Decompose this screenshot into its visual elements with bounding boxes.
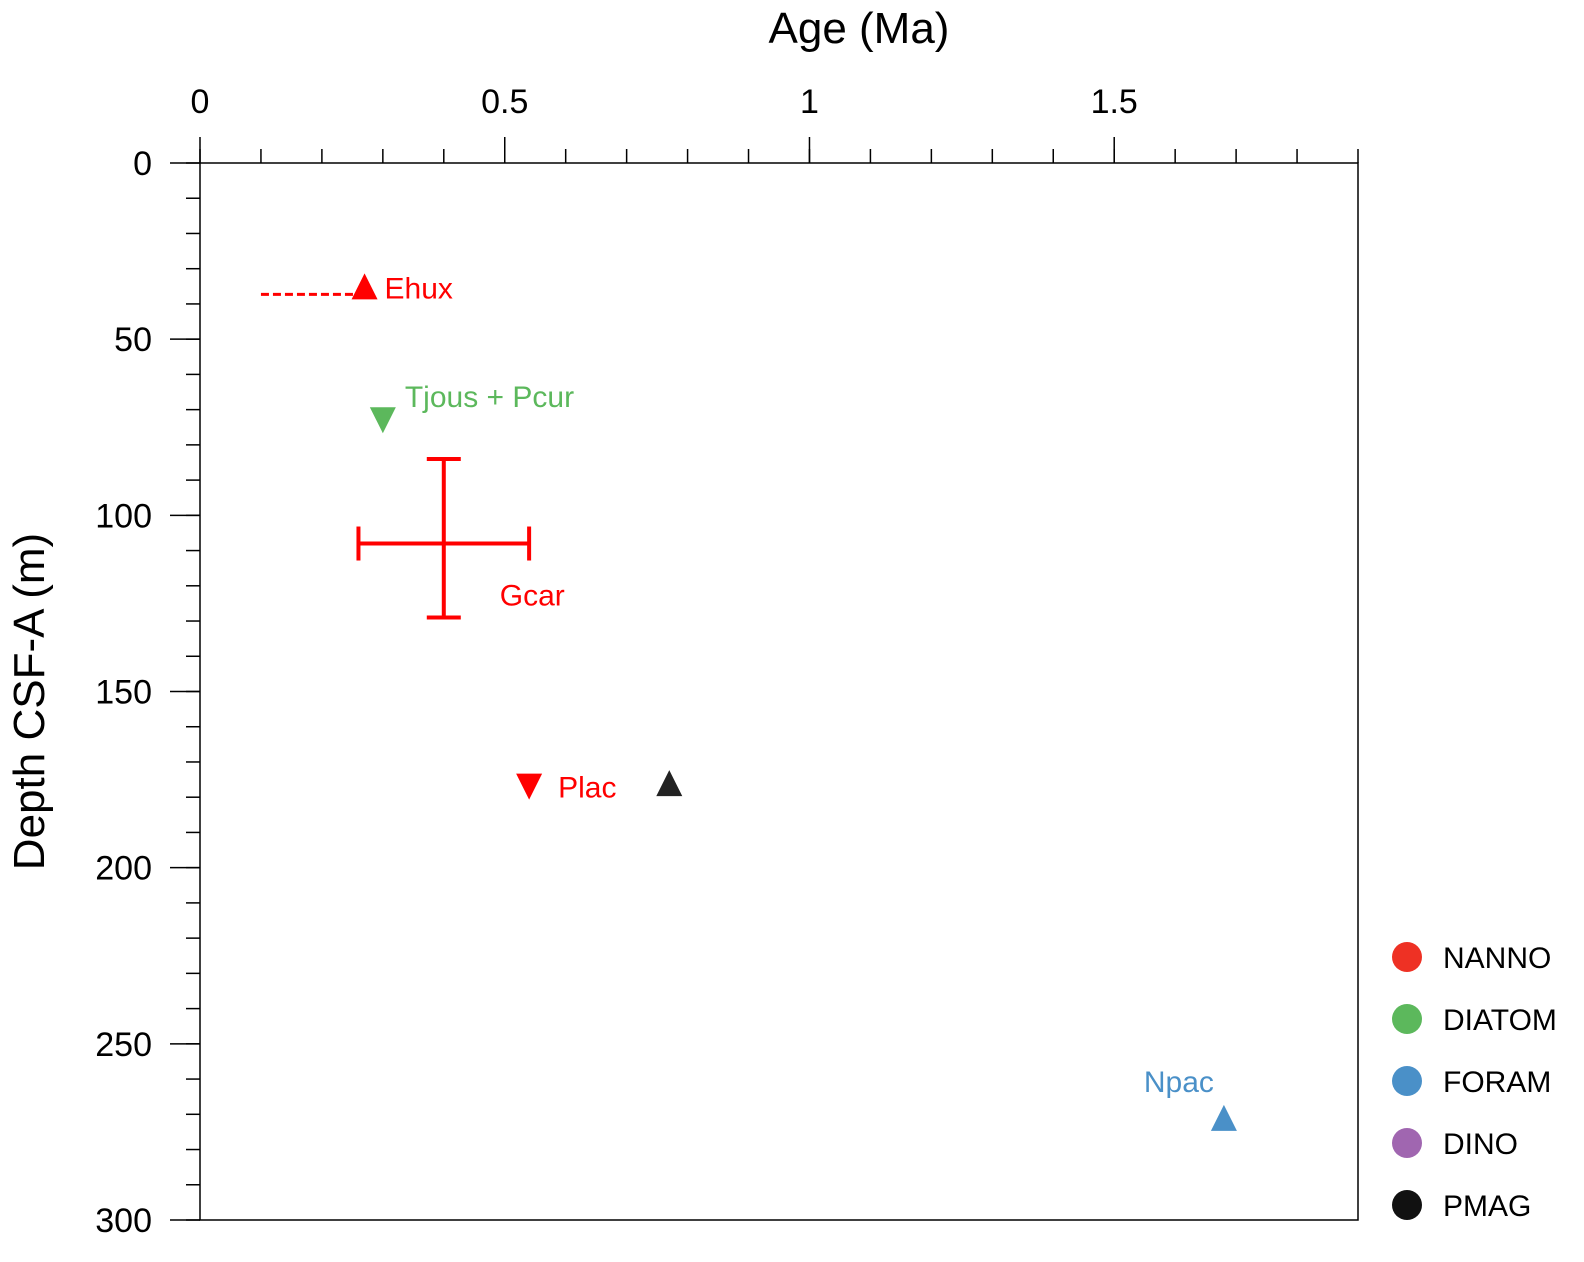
legend: NANNO DIATOM FORAM DINO PMAG (1392, 942, 1557, 1223)
plac-marker (516, 773, 543, 800)
ehux-label: Ehux (385, 272, 453, 305)
y-tick-label: 300 (95, 1202, 152, 1240)
ehux-marker (351, 273, 378, 300)
legend-swatch-foram (1392, 1066, 1422, 1096)
y-axis-title: Depth CSF-A (m) (5, 533, 54, 870)
gcar-label: Gcar (500, 580, 565, 613)
legend-label-pmag: PMAG (1443, 1190, 1531, 1223)
x-tick-label: 1.5 (1091, 83, 1138, 121)
tjous-pcur-marker (369, 407, 396, 434)
plot-frame (199, 162, 1359, 1221)
legend-swatch-pmag (1392, 1190, 1422, 1220)
x-tick-label: 1 (800, 83, 819, 121)
legend-label-dino: DINO (1443, 1128, 1518, 1161)
pmag-marker (656, 770, 683, 797)
legend-swatch-diatom (1392, 1004, 1422, 1034)
x-tick-label: 0 (191, 83, 210, 121)
legend-swatch-nanno (1392, 942, 1422, 972)
data-marks: Ehux Tjous + Pcur Gcar Plac Npac (260, 272, 1237, 1131)
npac-label: Npac (1144, 1066, 1214, 1099)
tjous-pcur-label: Tjous + Pcur (405, 381, 574, 414)
plac-label: Plac (558, 772, 616, 805)
legend-label-foram: FORAM (1443, 1066, 1551, 1099)
npac-marker (1210, 1104, 1237, 1131)
y-tick-label: 250 (95, 1026, 152, 1064)
legend-label-diatom: DIATOM (1443, 1004, 1557, 1037)
y-tick-label: 0 (133, 145, 152, 183)
x-axis-title: Age (Ma) (769, 4, 950, 53)
x-tick-label: 0.5 (481, 83, 528, 121)
legend-swatch-dino (1392, 1128, 1422, 1158)
x-axis: 0 0.5 1 1.5 (191, 83, 1359, 163)
y-tick-label: 150 (95, 674, 152, 712)
y-tick-label: 100 (95, 497, 152, 535)
y-tick-label: 200 (95, 850, 152, 888)
legend-label-nanno: NANNO (1443, 942, 1551, 975)
y-axis: 0 50 100 150 200 250 300 (95, 145, 200, 1240)
y-tick-label: 50 (114, 321, 152, 359)
